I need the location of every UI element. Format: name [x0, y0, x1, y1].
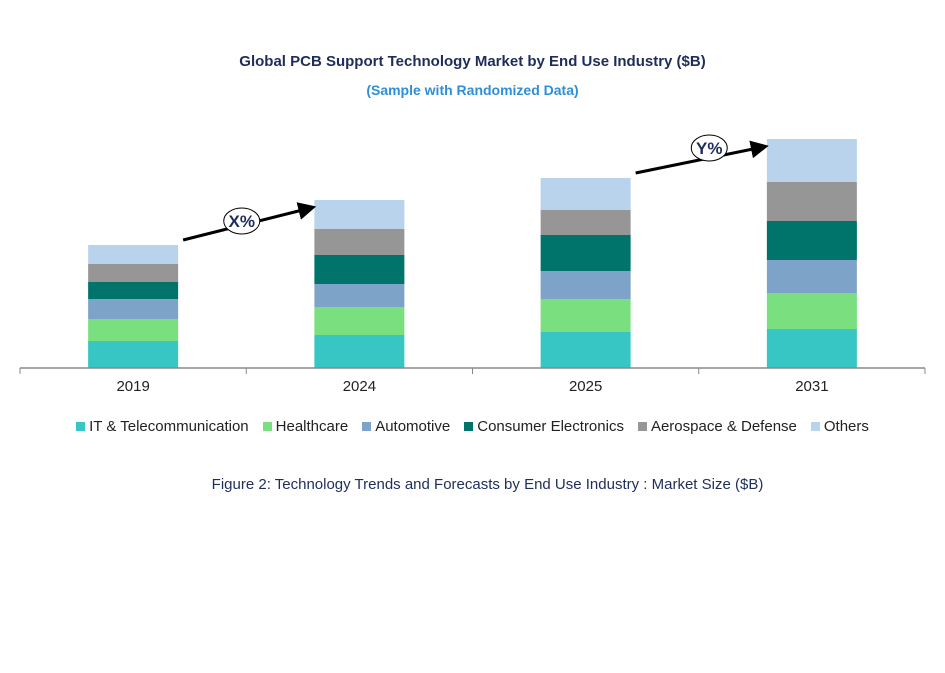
legend-item: Others	[810, 418, 869, 435]
x-tick-label: 2025	[569, 378, 602, 395]
growth-label: X%	[229, 212, 255, 231]
legend-item: Aerospace & Defense	[637, 418, 797, 435]
legend-swatch	[362, 422, 372, 431]
bar-segment	[314, 307, 405, 335]
bar-segment	[766, 221, 857, 260]
bar-segment	[88, 282, 179, 299]
legend-swatch	[76, 422, 86, 431]
growth-bubble	[223, 207, 261, 235]
legend-label: Automotive	[375, 418, 451, 435]
legend-swatch	[810, 422, 820, 431]
growth-arrow	[635, 140, 769, 175]
legend-label: Aerospace & Defense	[650, 418, 797, 435]
bar-segment	[314, 229, 405, 255]
bar-segment	[766, 293, 857, 329]
legend-item: Automotive	[362, 418, 450, 435]
bar-segment	[314, 284, 405, 307]
legend-item: IT & Telecommunication	[76, 418, 249, 435]
bar-segment	[314, 200, 405, 229]
legend-label: Healthcare	[275, 418, 349, 435]
bar-segment	[88, 264, 179, 282]
legend-label: Consumer Electronics	[477, 418, 624, 435]
legend-swatch	[464, 422, 474, 431]
legend-label: Others	[823, 418, 869, 435]
bar-segment	[88, 341, 179, 368]
bar-segment	[540, 178, 631, 210]
bar-segment	[88, 245, 179, 264]
growth-bubble	[690, 134, 728, 162]
legend: IT & Telecommunication Healthcare Automoti…	[0, 418, 945, 435]
legend-swatch	[262, 422, 272, 431]
legend-swatch	[637, 422, 647, 431]
bar-segment	[766, 329, 857, 368]
x-tick-label: 2031	[795, 378, 828, 395]
figure-caption: Figure 2: Technology Trends and Forecast…	[211, 476, 764, 493]
growth-label: Y%	[696, 139, 722, 158]
bar-segment	[766, 182, 857, 221]
chart-subtitle: (Sample with Randomized Data)	[366, 82, 579, 98]
legend-item: Healthcare	[262, 418, 349, 435]
bar-segment	[88, 299, 179, 319]
chart-title: Global PCB Support Technology Market by …	[239, 53, 706, 70]
legend-item: Consumer Electronics	[464, 418, 624, 435]
bar-segment	[540, 332, 631, 368]
bar-segment	[540, 210, 631, 235]
bar-segment	[540, 271, 631, 299]
chart-plot: 2019 2024 2025 2031 X% Y%	[19, 134, 926, 395]
bar-segment	[766, 139, 857, 182]
bar-segment	[540, 299, 631, 332]
bar-segment	[88, 319, 179, 341]
bar-segment	[314, 255, 405, 284]
bar-segment	[314, 335, 405, 368]
bar-segment	[766, 260, 857, 293]
bar-segment	[540, 235, 631, 271]
x-tick-label: 2019	[116, 378, 149, 395]
x-tick-label: 2024	[343, 378, 376, 395]
legend-label: IT & Telecommunication	[89, 418, 249, 435]
